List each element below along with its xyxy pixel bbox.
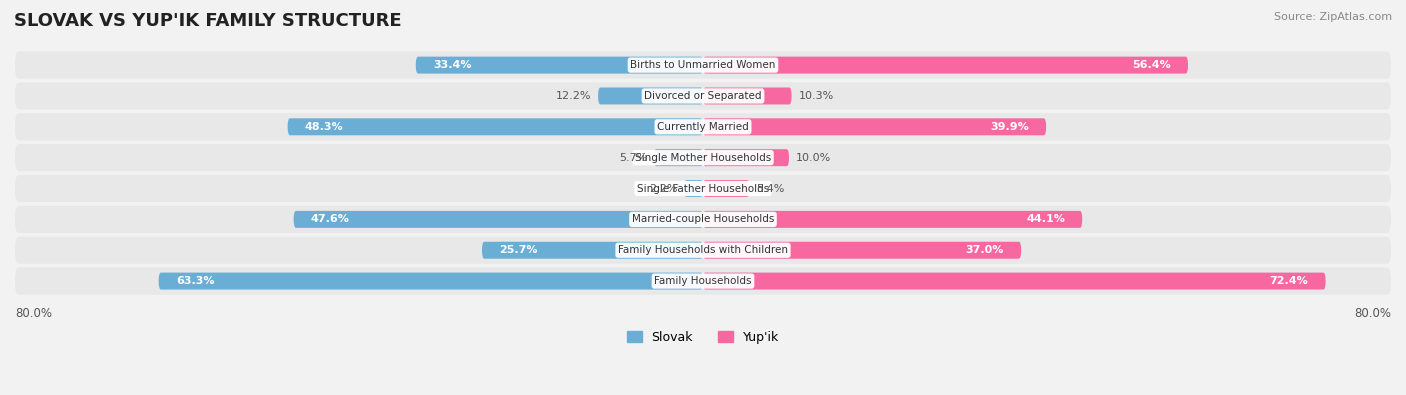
Text: 56.4%: 56.4%: [1132, 60, 1171, 70]
FancyBboxPatch shape: [703, 118, 1046, 135]
Text: 48.3%: 48.3%: [305, 122, 343, 132]
Text: Family Households: Family Households: [654, 276, 752, 286]
Text: 37.0%: 37.0%: [966, 245, 1004, 255]
FancyBboxPatch shape: [482, 242, 703, 259]
Text: SLOVAK VS YUP'IK FAMILY STRUCTURE: SLOVAK VS YUP'IK FAMILY STRUCTURE: [14, 12, 402, 30]
Text: 25.7%: 25.7%: [499, 245, 537, 255]
FancyBboxPatch shape: [703, 149, 789, 166]
Text: Single Father Households: Single Father Households: [637, 184, 769, 194]
Text: Married-couple Households: Married-couple Households: [631, 214, 775, 224]
Text: 10.0%: 10.0%: [796, 152, 831, 163]
Text: Births to Unmarried Women: Births to Unmarried Women: [630, 60, 776, 70]
Text: Source: ZipAtlas.com: Source: ZipAtlas.com: [1274, 12, 1392, 22]
FancyBboxPatch shape: [159, 273, 703, 290]
Text: 72.4%: 72.4%: [1270, 276, 1309, 286]
Text: Divorced or Separated: Divorced or Separated: [644, 91, 762, 101]
FancyBboxPatch shape: [703, 87, 792, 104]
Text: Single Mother Households: Single Mother Households: [636, 152, 770, 163]
FancyBboxPatch shape: [15, 51, 1391, 79]
FancyBboxPatch shape: [15, 206, 1391, 233]
FancyBboxPatch shape: [294, 211, 703, 228]
Text: 39.9%: 39.9%: [990, 122, 1029, 132]
Text: 2.2%: 2.2%: [648, 184, 678, 194]
Text: 5.4%: 5.4%: [756, 184, 785, 194]
Text: 80.0%: 80.0%: [15, 307, 52, 320]
FancyBboxPatch shape: [416, 56, 703, 73]
Text: 5.7%: 5.7%: [619, 152, 647, 163]
FancyBboxPatch shape: [703, 273, 1326, 290]
Text: 33.4%: 33.4%: [433, 60, 471, 70]
FancyBboxPatch shape: [685, 180, 703, 197]
Text: 44.1%: 44.1%: [1026, 214, 1066, 224]
Legend: Slovak, Yup'ik: Slovak, Yup'ik: [621, 326, 785, 349]
Text: 10.3%: 10.3%: [799, 91, 834, 101]
FancyBboxPatch shape: [703, 56, 1188, 73]
Text: 12.2%: 12.2%: [555, 91, 591, 101]
FancyBboxPatch shape: [288, 118, 703, 135]
FancyBboxPatch shape: [15, 83, 1391, 109]
FancyBboxPatch shape: [703, 242, 1021, 259]
Text: Family Households with Children: Family Households with Children: [619, 245, 787, 255]
FancyBboxPatch shape: [15, 267, 1391, 295]
FancyBboxPatch shape: [654, 149, 703, 166]
FancyBboxPatch shape: [15, 113, 1391, 140]
FancyBboxPatch shape: [703, 211, 1083, 228]
FancyBboxPatch shape: [703, 180, 749, 197]
FancyBboxPatch shape: [15, 237, 1391, 264]
FancyBboxPatch shape: [15, 175, 1391, 202]
Text: 47.6%: 47.6%: [311, 214, 350, 224]
FancyBboxPatch shape: [598, 87, 703, 104]
Text: 63.3%: 63.3%: [176, 276, 214, 286]
FancyBboxPatch shape: [15, 144, 1391, 171]
Text: Currently Married: Currently Married: [657, 122, 749, 132]
Text: 80.0%: 80.0%: [1354, 307, 1391, 320]
